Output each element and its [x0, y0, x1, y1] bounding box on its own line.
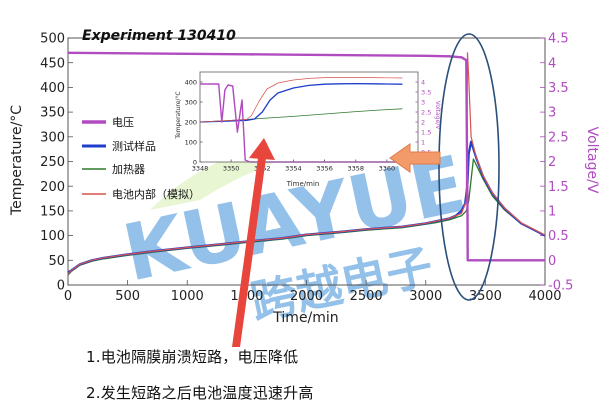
- left-tick-label: 500: [40, 32, 65, 47]
- left-tick-label: 400: [185, 78, 197, 86]
- inset-left-axis-label: Temperature/°C: [175, 91, 182, 139]
- legend-label-1: 电压: [112, 116, 134, 129]
- series-line-1: [200, 83, 403, 163]
- short-circuit-highlight: [438, 33, 500, 301]
- caption-line-1: 1.电池隔膜崩溃短路，电压降低: [86, 348, 299, 366]
- series-line-1: [67, 51, 545, 262]
- right-tick-label: 1: [421, 138, 425, 146]
- left-tick-label: 0: [57, 279, 65, 294]
- left-tick-label: 150: [40, 204, 65, 219]
- x-axis-ticks: 05001000150020002500300035004000: [64, 280, 562, 304]
- inset-series-group: [199, 77, 403, 163]
- x-tick-label: 500: [115, 289, 140, 304]
- right-tick-label: 3: [548, 106, 556, 121]
- inset-right-axis-label: Voltage/V: [434, 101, 441, 131]
- main-series-group: [67, 51, 546, 276]
- right-tick-label: 4: [421, 78, 425, 86]
- series-line-2: [199, 82, 403, 123]
- right-tick-label: 2: [421, 118, 425, 126]
- right-tick-label: 4.5: [548, 32, 569, 47]
- x-tick-label: 2500: [350, 289, 383, 304]
- x-axis-label: Time/min: [272, 310, 338, 326]
- left-tick-label: 0: [193, 158, 197, 166]
- left-tick-label: 250: [40, 155, 65, 170]
- series-line-4: [199, 77, 403, 123]
- left-tick-label: 400: [40, 81, 65, 96]
- x-tick-label: 4000: [528, 289, 561, 304]
- inset-plot-frame: [199, 71, 419, 163]
- x-tick-label: 0: [64, 289, 72, 304]
- x-tick-label: 3358: [347, 165, 364, 173]
- x-tick-label: 3354: [285, 165, 302, 173]
- chart-title: Experiment 130410: [82, 28, 236, 44]
- right-tick-label: 1: [548, 204, 556, 219]
- right-tick-label: 3: [421, 98, 425, 106]
- left-tick-label: 450: [40, 56, 65, 71]
- x-tick-label: 1000: [171, 289, 204, 304]
- red-arrow-shaft: [232, 158, 266, 347]
- x-tick-label: 3360: [379, 165, 396, 173]
- right-tick-label: 0: [548, 254, 556, 269]
- right-axis-label: Voltage/V: [584, 127, 600, 194]
- legend-label-3: 加热器: [112, 163, 145, 176]
- legend-label-2: 测试样品: [112, 139, 156, 153]
- right-tick-label: -0.5: [548, 279, 573, 294]
- left-tick-label: 200: [185, 118, 197, 126]
- right-tick-label: 3.5: [548, 81, 569, 96]
- right-tick-label: 2.5: [421, 108, 431, 116]
- legend-label-4: 电池内部（模拟）: [112, 187, 200, 201]
- red-arrow-head: [249, 138, 275, 160]
- right-tick-label: 4: [548, 56, 556, 71]
- left-tick-label: 200: [40, 180, 65, 195]
- caption-line-2: 2.发生短路之后电池温度迅速升高: [86, 384, 314, 402]
- left-tick-label: 300: [40, 130, 65, 145]
- right-tick-label: 1.5: [421, 128, 431, 136]
- right-tick-label: 2: [548, 155, 556, 170]
- red-arrow-icon: [232, 138, 275, 347]
- right-tick-label: 3.5: [421, 88, 431, 96]
- left-tick-label: 300: [185, 98, 197, 106]
- x-tick-label: 2000: [290, 289, 323, 304]
- left-tick-label: 50: [48, 254, 65, 269]
- inset-x-axis-label: Time/min: [286, 180, 320, 188]
- x-tick-label: 3350: [223, 165, 240, 173]
- left-tick-label: 100: [40, 229, 65, 244]
- x-tick-label: 3500: [469, 289, 502, 304]
- left-axis-ticks: 0 50 100 150 200 250 300 350 400 450 500: [40, 32, 73, 294]
- left-tick-label: 350: [40, 106, 65, 121]
- left-tick-label: 100: [185, 138, 197, 146]
- x-tick-label: 3000: [409, 289, 442, 304]
- right-tick-label: 0.5: [548, 229, 569, 244]
- right-tick-label: 1.5: [548, 180, 569, 195]
- right-axis-ticks: -0.5 0 0.5 1 1.5 2 2.5 3 3.5 4 4.5: [540, 32, 573, 294]
- x-tick-label: 3356: [316, 165, 333, 173]
- orange-arrow-icon: [389, 143, 441, 173]
- orange-arrow-shape: [389, 143, 441, 173]
- x-tick-label: 3348: [192, 165, 209, 173]
- left-axis-label: Temperature/°C: [9, 105, 25, 216]
- series-line-4: [67, 52, 546, 275]
- right-tick-label: 2.5: [548, 130, 569, 145]
